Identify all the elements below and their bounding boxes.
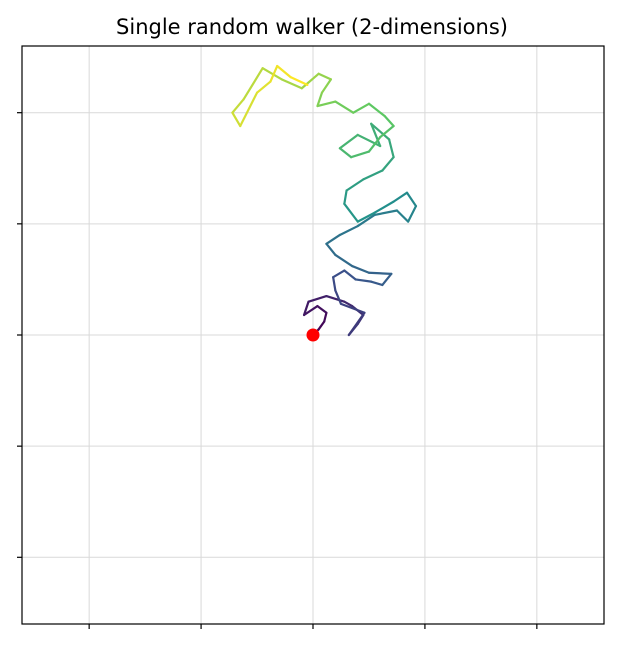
walk-segment xyxy=(370,122,382,148)
walk-segment xyxy=(351,264,371,274)
walk-segment xyxy=(242,67,264,101)
walk-segment xyxy=(367,136,382,153)
walk-segment xyxy=(381,272,393,287)
start-point-marker xyxy=(306,328,320,342)
walk-segment xyxy=(325,242,337,257)
walk-segment xyxy=(381,156,395,172)
walk-segment xyxy=(343,300,354,308)
chart-title: Single random walker (2-dimensions) xyxy=(116,15,508,39)
walk-segment xyxy=(343,202,359,223)
walk-segment xyxy=(300,72,320,90)
walk-segment xyxy=(317,320,326,331)
walk-segment xyxy=(307,294,328,303)
walk-segment xyxy=(276,64,292,79)
walk-segment xyxy=(316,305,328,314)
walk-segment xyxy=(345,178,365,192)
walk-segment xyxy=(383,114,395,128)
walk-segment xyxy=(388,138,395,159)
walk-segment xyxy=(352,102,371,114)
walk-segment xyxy=(362,169,384,181)
walk-segment xyxy=(316,91,324,108)
walk-segment xyxy=(347,311,366,337)
walk-segment xyxy=(367,271,393,275)
walk-segment xyxy=(320,78,333,94)
walk-segment xyxy=(379,124,395,139)
walk-segment xyxy=(356,213,376,228)
axis-ticks xyxy=(17,112,538,629)
markers xyxy=(306,328,320,342)
walk-segment xyxy=(334,253,354,268)
walk-segment xyxy=(338,147,353,159)
walk-segment xyxy=(334,100,355,114)
walk-segment xyxy=(367,102,386,118)
walk-segment xyxy=(239,91,259,128)
walk-segment xyxy=(302,300,310,317)
walk-segment xyxy=(316,100,337,108)
walk-segment xyxy=(370,122,391,141)
walk-segment xyxy=(392,191,409,203)
walk-segment xyxy=(289,76,309,87)
walk-segment xyxy=(231,111,242,128)
plot-area xyxy=(17,45,605,629)
walk-segment xyxy=(373,200,395,214)
walk-segment xyxy=(354,278,373,283)
walk-segment xyxy=(356,133,382,148)
walk-segment xyxy=(407,204,418,223)
walk-segment xyxy=(343,189,348,205)
walk-segment xyxy=(323,311,328,323)
grid xyxy=(22,46,604,624)
walk-segment xyxy=(231,98,245,114)
walk-segment xyxy=(356,211,376,223)
walk-segment xyxy=(325,233,341,245)
walk-segment xyxy=(349,150,371,159)
walk-segment xyxy=(325,294,346,303)
walk-segment xyxy=(269,64,279,83)
walk-segment xyxy=(332,276,337,292)
walk-segment xyxy=(338,133,359,150)
walk-segment xyxy=(373,209,399,217)
walk-segment xyxy=(343,269,357,281)
walk-segment xyxy=(332,269,346,279)
random-walk-path xyxy=(231,64,418,337)
walk-segment xyxy=(334,289,343,305)
walk-segment xyxy=(255,80,272,94)
walk-segment xyxy=(317,72,333,81)
walk-segment xyxy=(280,78,303,90)
walk-segment xyxy=(395,209,410,223)
walk-segment xyxy=(370,280,384,287)
walk-segment xyxy=(338,224,359,237)
walk-segment xyxy=(261,67,283,81)
walk-segment xyxy=(302,305,319,317)
walk-segment xyxy=(339,302,366,314)
walk-segment xyxy=(405,191,418,208)
